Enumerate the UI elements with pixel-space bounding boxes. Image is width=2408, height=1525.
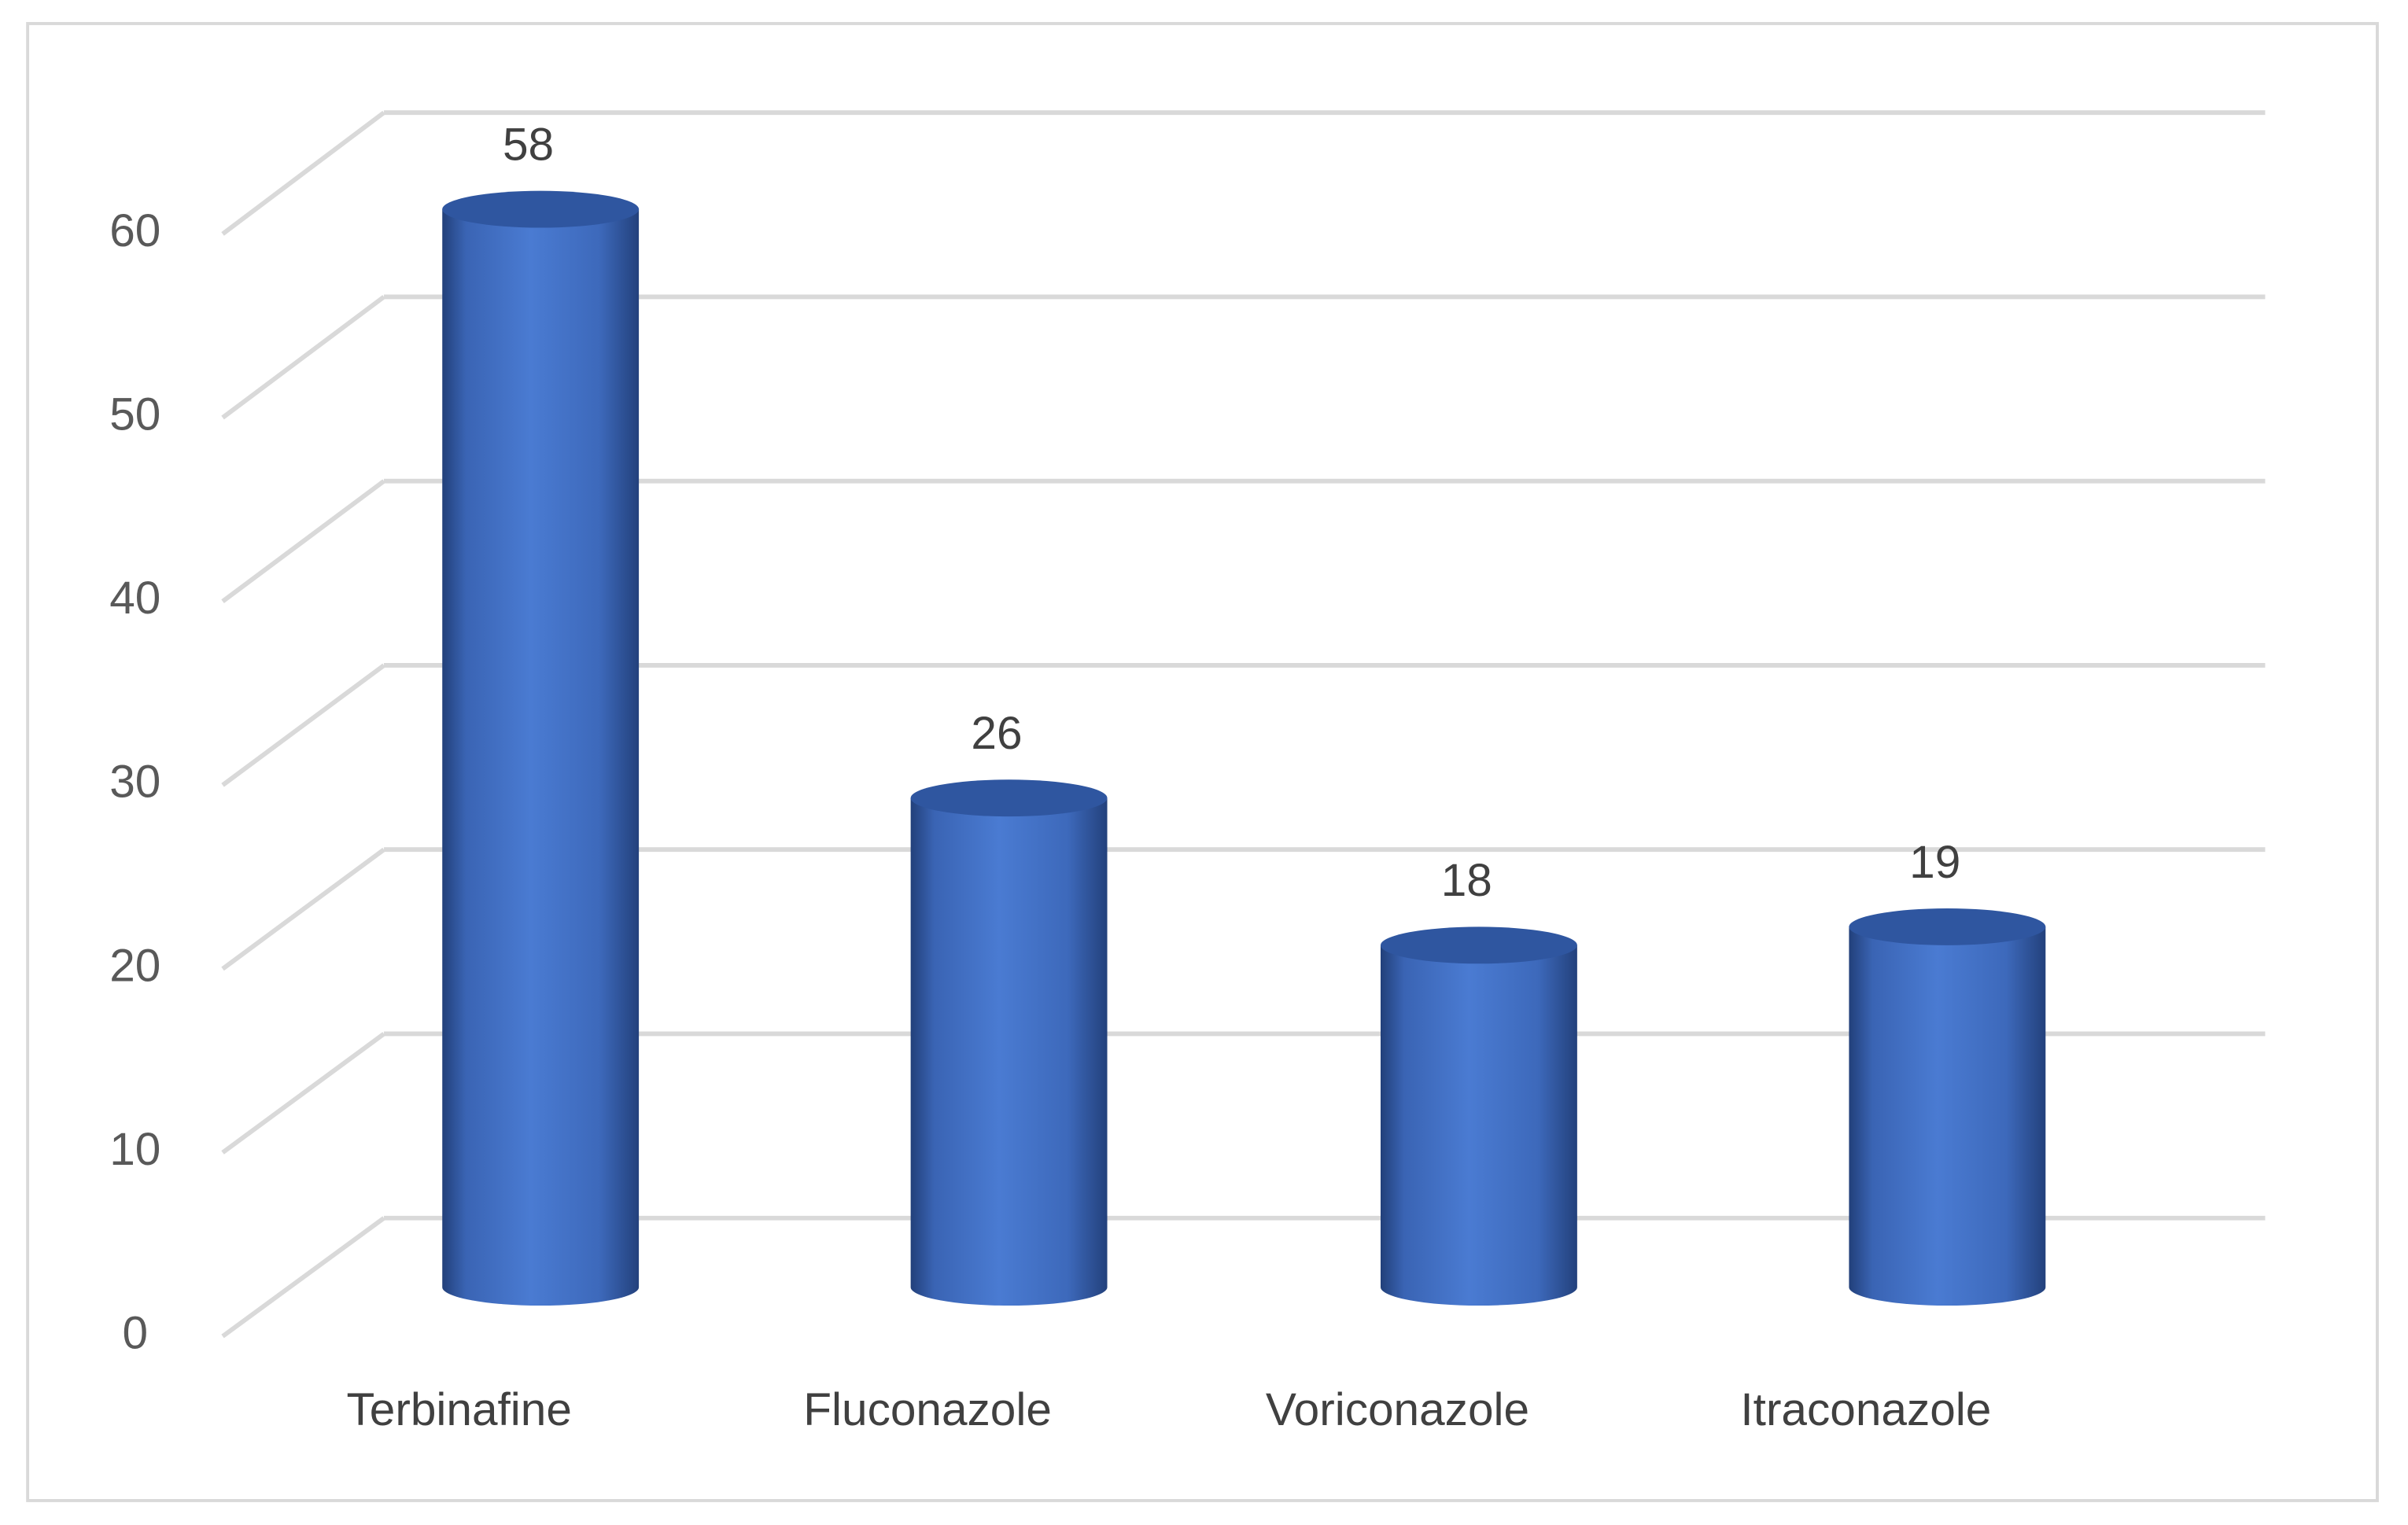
bar — [1849, 908, 2046, 1306]
y-tick-label: 50 — [109, 389, 160, 440]
y-tick-label: 10 — [109, 1124, 160, 1175]
grid-line-side — [221, 110, 385, 236]
bar-top — [442, 190, 640, 228]
y-tick-label: 0 — [123, 1308, 149, 1359]
bar-top — [910, 779, 1108, 817]
grid-line-side — [221, 295, 385, 420]
y-tick-label: 20 — [109, 940, 160, 991]
bar-body — [910, 797, 1108, 1306]
grid-line-side — [221, 847, 385, 971]
data-label: 26 — [971, 708, 1022, 759]
grid-line-side — [221, 663, 385, 787]
bar-top — [1380, 926, 1577, 964]
data-label: 19 — [1909, 837, 1960, 888]
y-tick-label: 30 — [109, 757, 160, 808]
grid-line-side — [221, 1032, 385, 1155]
y-tick-label: 60 — [109, 205, 160, 256]
x-tick-label: Itraconazole — [1740, 1384, 1991, 1435]
bar-top — [1849, 908, 2046, 945]
bar — [1380, 926, 1577, 1306]
y-tick-label: 40 — [109, 573, 160, 624]
data-label: 18 — [1441, 855, 1492, 906]
x-tick-label: Terbinafine — [346, 1384, 571, 1435]
bar — [442, 190, 640, 1306]
bar-body — [1849, 926, 2046, 1306]
grid-line-side — [221, 1216, 385, 1339]
data-label: 58 — [503, 119, 554, 170]
bar — [910, 779, 1108, 1306]
bars: 58 26 18 19 — [442, 119, 2046, 1306]
x-tick-label: Fluconazole — [803, 1384, 1052, 1435]
grid-line-side — [221, 479, 385, 603]
x-tick-label: Voriconazole — [1266, 1384, 1529, 1435]
bar-body — [1380, 945, 1577, 1306]
bar-body — [442, 209, 640, 1306]
